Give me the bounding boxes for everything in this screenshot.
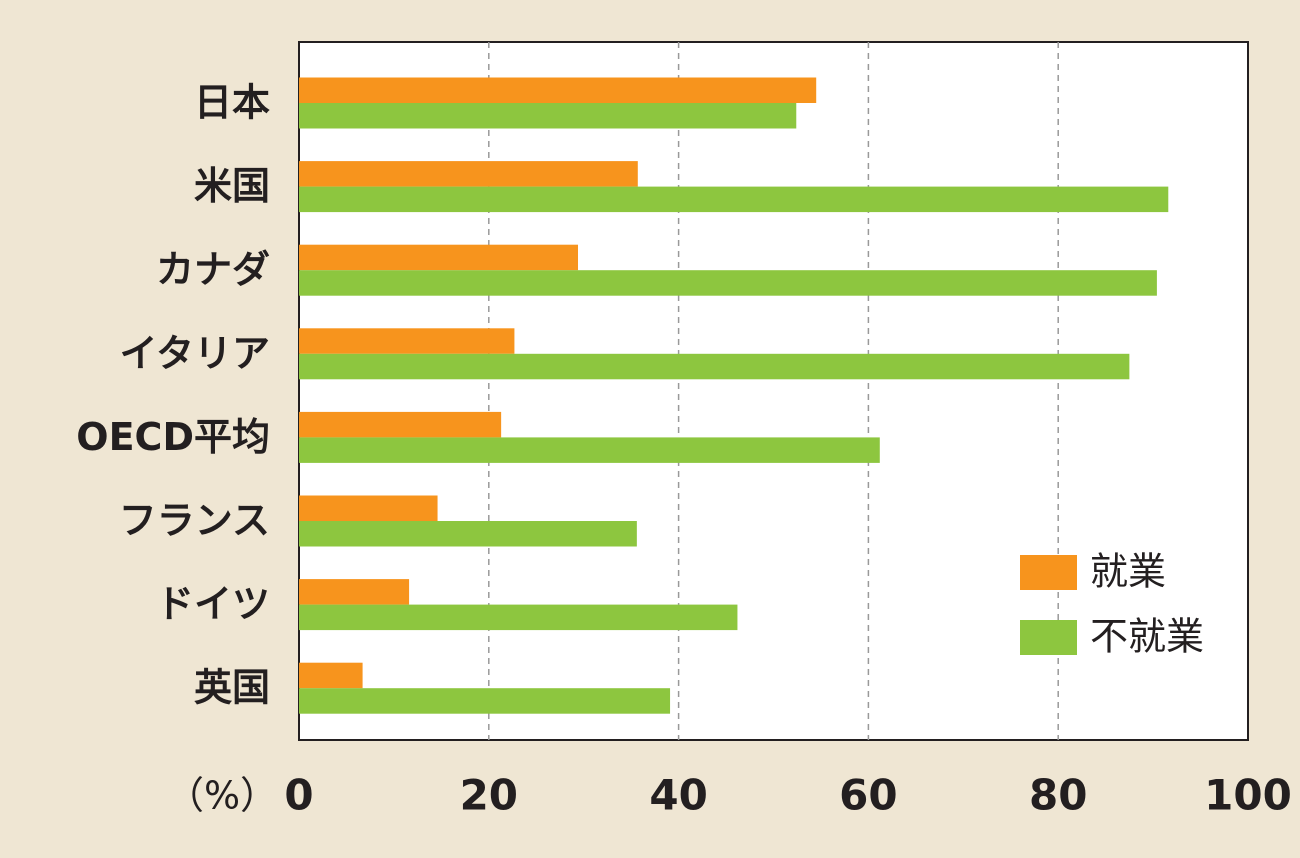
- bar: [299, 328, 515, 354]
- legend-label: 就業: [1090, 550, 1166, 594]
- bar: [299, 103, 797, 129]
- x-axis-label: （%）: [166, 774, 278, 818]
- bar: [299, 161, 638, 187]
- y-tick-label: OECD平均: [76, 415, 270, 459]
- bar: [299, 186, 1169, 213]
- y-tick-label: 日本: [194, 81, 270, 125]
- y-tick-label: カナダ: [156, 248, 270, 292]
- x-tick-label: 20: [460, 771, 518, 820]
- legend-label: 不就業: [1090, 615, 1204, 659]
- x-tick-label: 40: [649, 771, 707, 820]
- bar: [299, 270, 1157, 296]
- y-tick-label: 米国: [194, 164, 270, 208]
- x-tick-label: 100: [1204, 771, 1292, 820]
- x-tick-label: 60: [839, 771, 897, 820]
- y-tick-label: イタリア: [120, 331, 270, 375]
- bar: [299, 688, 671, 714]
- bar: [299, 77, 817, 103]
- bar: [299, 411, 502, 438]
- bar: [299, 244, 579, 271]
- x-tick-label: 0: [284, 771, 313, 820]
- bar: [299, 521, 637, 547]
- bar: [299, 437, 880, 463]
- y-tick-label: ドイツ: [156, 582, 270, 626]
- bar: [299, 495, 438, 521]
- y-tick-label: フランス: [119, 499, 270, 543]
- legend-swatch: [1020, 555, 1077, 590]
- bar: [299, 579, 410, 605]
- y-tick-label: 英国: [194, 666, 270, 710]
- bar: [299, 604, 738, 631]
- x-tick-label: 80: [1029, 771, 1087, 820]
- legend-swatch: [1020, 620, 1077, 655]
- bar: [299, 353, 1130, 380]
- bar: [299, 662, 363, 689]
